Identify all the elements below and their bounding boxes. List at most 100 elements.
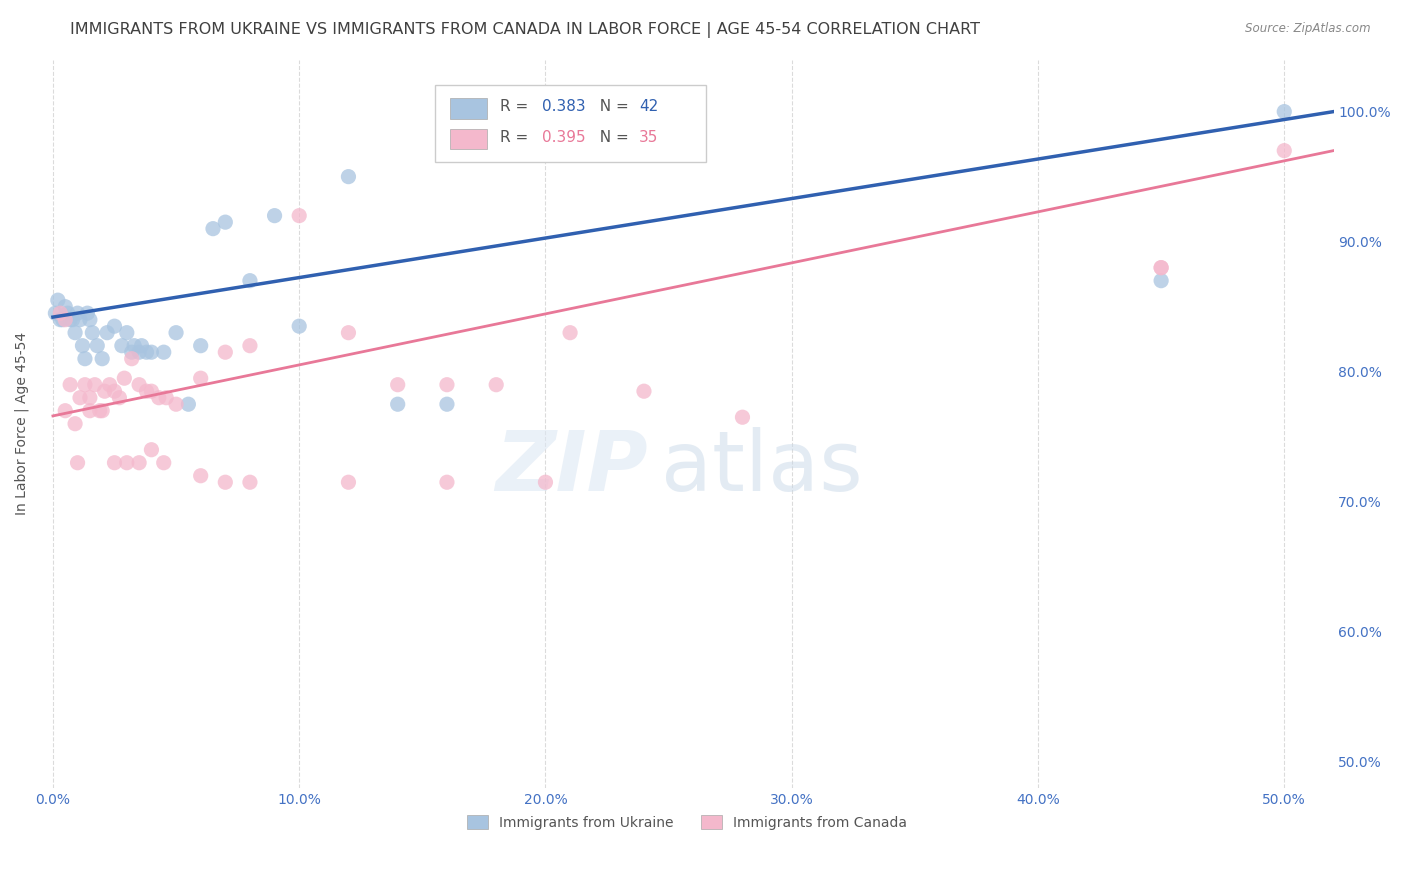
Point	[111, 339, 134, 353]
Point	[135, 384, 157, 399]
Point	[63, 326, 86, 340]
Point	[86, 339, 108, 353]
Point	[288, 209, 311, 223]
Point	[731, 410, 754, 425]
Point	[63, 417, 86, 431]
Point	[485, 377, 508, 392]
Point	[49, 306, 72, 320]
Point	[112, 371, 135, 385]
Point	[165, 397, 187, 411]
Point	[131, 339, 153, 353]
Point	[190, 468, 212, 483]
Point	[73, 351, 96, 366]
Point	[239, 475, 262, 490]
Point	[62, 312, 84, 326]
Point	[79, 403, 101, 417]
Point	[1150, 260, 1173, 275]
Legend: Immigrants from Ukraine, Immigrants from Canada: Immigrants from Ukraine, Immigrants from…	[461, 810, 912, 836]
Point	[93, 384, 115, 399]
Bar	[450, 98, 486, 119]
Bar	[450, 128, 486, 149]
Text: IMMIGRANTS FROM UKRAINE VS IMMIGRANTS FROM CANADA IN LABOR FORCE | AGE 45-54 COR: IMMIGRANTS FROM UKRAINE VS IMMIGRANTS FR…	[70, 22, 980, 38]
Point	[128, 345, 150, 359]
Point	[165, 326, 187, 340]
Point	[121, 351, 143, 366]
Point	[96, 326, 118, 340]
Point	[436, 475, 458, 490]
Point	[91, 403, 114, 417]
Point	[66, 306, 89, 320]
Point	[214, 345, 236, 359]
Point	[152, 345, 174, 359]
Point	[121, 345, 143, 359]
Point	[1272, 144, 1295, 158]
Point	[263, 209, 285, 223]
Point	[83, 377, 105, 392]
Point	[69, 391, 91, 405]
Point	[201, 221, 224, 235]
Point	[103, 456, 125, 470]
Point	[387, 377, 409, 392]
Point	[89, 403, 111, 417]
Point	[128, 377, 150, 392]
Point	[141, 345, 163, 359]
Point	[49, 312, 72, 326]
Text: atlas: atlas	[661, 427, 863, 508]
Point	[46, 293, 69, 308]
Text: R =: R =	[499, 130, 533, 145]
Text: 42: 42	[640, 99, 658, 114]
Point	[56, 306, 79, 320]
Point	[76, 306, 98, 320]
Point	[558, 326, 581, 340]
Point	[1150, 260, 1173, 275]
Point	[135, 345, 157, 359]
Point	[128, 456, 150, 470]
Point	[337, 475, 360, 490]
Point	[190, 339, 212, 353]
Point	[337, 326, 360, 340]
Point	[534, 475, 557, 490]
Point	[103, 319, 125, 334]
Point	[103, 384, 125, 399]
Point	[337, 169, 360, 184]
Point	[387, 397, 409, 411]
Point	[288, 319, 311, 334]
Point	[239, 274, 262, 288]
Text: ZIP: ZIP	[496, 427, 648, 508]
Text: R =: R =	[499, 99, 533, 114]
Point	[53, 312, 76, 326]
Point	[79, 312, 101, 326]
Text: N =: N =	[591, 99, 634, 114]
Point	[155, 391, 177, 405]
Point	[98, 377, 121, 392]
Point	[115, 456, 138, 470]
Point	[69, 312, 91, 326]
Point	[108, 391, 131, 405]
Point	[214, 215, 236, 229]
Point	[53, 403, 76, 417]
Text: 0.395: 0.395	[543, 130, 586, 145]
Text: Source: ZipAtlas.com: Source: ZipAtlas.com	[1246, 22, 1371, 36]
Point	[141, 384, 163, 399]
Point	[1272, 104, 1295, 119]
Point	[59, 312, 82, 326]
Point	[436, 397, 458, 411]
Point	[148, 391, 170, 405]
Text: N =: N =	[591, 130, 634, 145]
Point	[152, 456, 174, 470]
Text: 0.383: 0.383	[543, 99, 586, 114]
Text: 35: 35	[640, 130, 658, 145]
Point	[1150, 274, 1173, 288]
Point	[53, 300, 76, 314]
Point	[115, 326, 138, 340]
Point	[82, 326, 104, 340]
Point	[66, 456, 89, 470]
Point	[436, 377, 458, 392]
Point	[177, 397, 200, 411]
Point	[633, 384, 655, 399]
FancyBboxPatch shape	[434, 85, 706, 161]
Point	[122, 339, 145, 353]
Point	[44, 306, 66, 320]
Point	[72, 339, 94, 353]
Point	[79, 391, 101, 405]
